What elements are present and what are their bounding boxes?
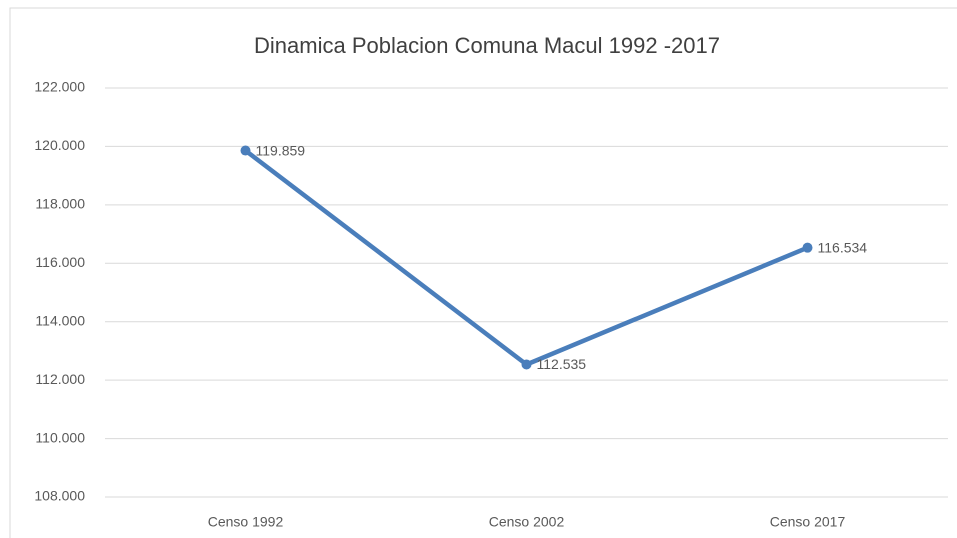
y-tick-label: 108.000: [34, 488, 85, 504]
chart-frame: [9, 7, 957, 538]
data-label: 116.534: [818, 239, 868, 255]
y-tick-label: 122.000: [34, 79, 85, 95]
data-label: 112.535: [537, 356, 587, 372]
x-tick-label: Censo 2002: [489, 514, 565, 530]
y-tick-label: 114.000: [35, 312, 85, 328]
point: [240, 145, 251, 156]
point: [802, 242, 813, 253]
chart-title: Dinamica Poblacion Comuna Macul 1992 -20…: [254, 33, 720, 58]
y-tick-label: 112.000: [35, 371, 85, 387]
point: [521, 359, 532, 370]
x-tick-label: Censo 2017: [770, 514, 846, 530]
y-tick-label: 118.000: [35, 196, 85, 212]
y-tick-label: 120.000: [34, 137, 85, 153]
y-tick-label: 116.000: [35, 254, 85, 270]
x-tick-label: Censo 1992: [208, 514, 284, 530]
data-label: 119.859: [256, 142, 306, 158]
y-tick-label: 110.000: [35, 429, 85, 445]
